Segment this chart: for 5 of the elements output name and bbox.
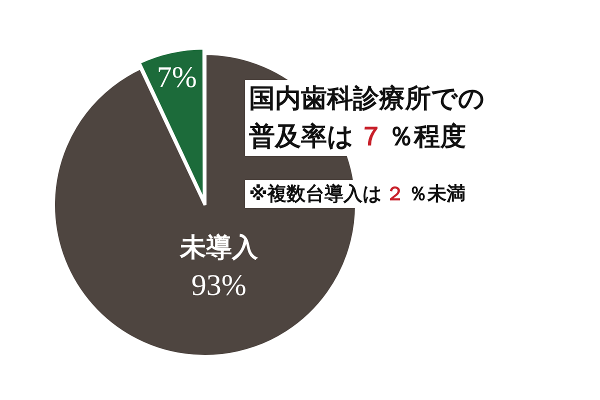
data-label: 93% — [191, 268, 246, 302]
slice-label: 未導入 — [178, 232, 259, 263]
text: 国内歯科診療所での普及率は７％程度 — [249, 84, 485, 152]
data-label: 7% — [156, 61, 197, 94]
text: ※複数台導入は２％未満 — [249, 183, 466, 205]
